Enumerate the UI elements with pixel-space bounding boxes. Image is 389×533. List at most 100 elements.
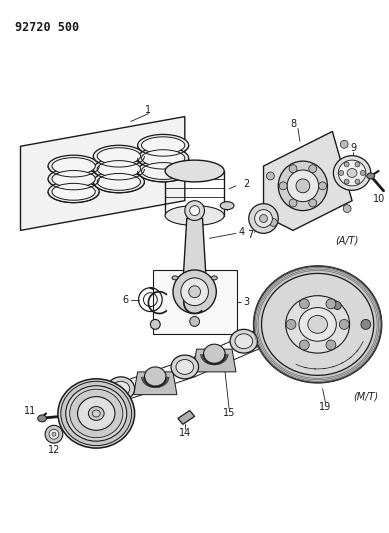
Text: 3: 3 (244, 297, 250, 306)
Ellipse shape (165, 160, 224, 182)
Ellipse shape (203, 344, 225, 364)
Ellipse shape (97, 173, 140, 190)
Text: 92720 500: 92720 500 (14, 21, 79, 34)
Polygon shape (183, 219, 207, 285)
Ellipse shape (52, 158, 95, 174)
Text: 8: 8 (290, 118, 296, 128)
Circle shape (266, 172, 274, 180)
Ellipse shape (48, 168, 99, 190)
Ellipse shape (230, 329, 258, 353)
Ellipse shape (97, 148, 140, 165)
Circle shape (287, 170, 319, 201)
Ellipse shape (112, 381, 130, 396)
Circle shape (45, 425, 63, 443)
Text: (A/T): (A/T) (335, 236, 359, 245)
Text: 19: 19 (319, 401, 332, 411)
Circle shape (189, 286, 201, 297)
Ellipse shape (263, 319, 284, 339)
Text: 16: 16 (284, 295, 296, 305)
Ellipse shape (107, 377, 135, 401)
Circle shape (309, 199, 317, 207)
Ellipse shape (220, 201, 234, 209)
Ellipse shape (142, 150, 185, 166)
Ellipse shape (92, 410, 100, 417)
Ellipse shape (308, 316, 328, 333)
Text: 4: 4 (239, 228, 245, 237)
Circle shape (340, 140, 348, 148)
Ellipse shape (88, 407, 104, 421)
Polygon shape (21, 117, 185, 230)
Ellipse shape (70, 389, 123, 438)
Circle shape (49, 429, 59, 439)
Circle shape (185, 201, 205, 221)
Ellipse shape (144, 367, 166, 387)
Polygon shape (252, 325, 295, 347)
Ellipse shape (142, 163, 185, 180)
Ellipse shape (52, 183, 95, 200)
Text: 12: 12 (48, 445, 60, 455)
Circle shape (361, 171, 365, 175)
Text: (M/T): (M/T) (353, 392, 378, 402)
Circle shape (300, 340, 309, 350)
Text: 7: 7 (248, 230, 254, 240)
Text: 2: 2 (244, 179, 250, 189)
Circle shape (249, 204, 278, 233)
Polygon shape (178, 410, 194, 424)
Ellipse shape (367, 173, 375, 179)
Circle shape (333, 302, 341, 310)
FancyBboxPatch shape (153, 270, 237, 334)
Circle shape (259, 215, 268, 222)
Ellipse shape (172, 276, 178, 280)
Circle shape (52, 432, 56, 436)
Text: 5: 5 (182, 319, 188, 329)
Circle shape (270, 219, 277, 227)
Circle shape (255, 209, 272, 228)
Ellipse shape (254, 266, 382, 383)
Circle shape (279, 182, 287, 190)
Ellipse shape (138, 147, 189, 169)
Circle shape (309, 165, 317, 173)
Ellipse shape (333, 156, 371, 190)
Circle shape (344, 179, 349, 184)
Circle shape (344, 162, 349, 167)
Text: @: @ (189, 318, 196, 325)
Ellipse shape (93, 146, 144, 167)
Circle shape (296, 179, 310, 193)
Ellipse shape (138, 134, 189, 156)
Ellipse shape (286, 296, 350, 353)
Text: 13: 13 (115, 386, 127, 397)
Ellipse shape (93, 158, 144, 180)
Text: 1: 1 (145, 104, 151, 115)
Ellipse shape (66, 386, 127, 441)
Circle shape (289, 199, 297, 207)
Circle shape (339, 171, 344, 175)
Circle shape (278, 161, 328, 211)
Text: 9: 9 (350, 143, 356, 154)
Ellipse shape (48, 155, 99, 177)
Ellipse shape (338, 160, 366, 186)
Circle shape (181, 278, 209, 305)
Circle shape (326, 340, 336, 350)
Ellipse shape (176, 360, 194, 374)
Ellipse shape (235, 334, 253, 349)
Circle shape (286, 319, 296, 329)
Circle shape (339, 319, 349, 329)
Ellipse shape (58, 379, 135, 448)
Ellipse shape (93, 171, 144, 193)
Circle shape (361, 319, 371, 329)
Ellipse shape (165, 206, 224, 225)
Ellipse shape (299, 308, 336, 341)
Ellipse shape (138, 160, 189, 182)
Circle shape (173, 270, 216, 313)
Text: 10: 10 (373, 193, 385, 204)
Ellipse shape (52, 171, 95, 187)
Text: 11: 11 (24, 407, 37, 416)
Ellipse shape (48, 181, 99, 203)
Ellipse shape (77, 397, 115, 430)
Polygon shape (263, 132, 352, 230)
Polygon shape (134, 372, 177, 394)
Polygon shape (193, 349, 236, 372)
Circle shape (326, 299, 336, 309)
Text: 6: 6 (123, 295, 129, 305)
Ellipse shape (97, 160, 140, 177)
